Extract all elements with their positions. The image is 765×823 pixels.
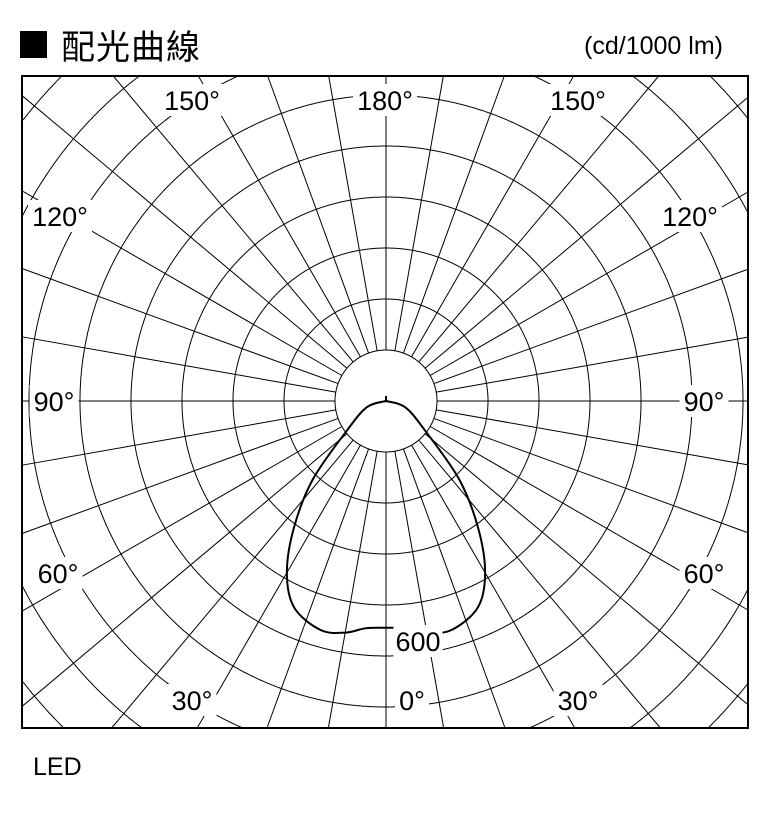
- label-background: [167, 684, 217, 716]
- grid-spoke: [394, 451, 445, 729]
- angle-label-150-right: 150°: [546, 84, 610, 116]
- label-text: 60°: [684, 559, 725, 589]
- grid-spoke: [433, 417, 749, 534]
- grid-spoke: [21, 433, 348, 707]
- polar-grid: [21, 75, 749, 729]
- label-background: [29, 385, 79, 417]
- label-background: [353, 84, 417, 116]
- radial-label-600: 600: [393, 625, 443, 657]
- grid-spoke: [197, 75, 361, 358]
- grid-spoke: [411, 75, 575, 358]
- grid-ring: [22, 76, 749, 728]
- grid-spoke: [394, 75, 444, 351]
- angle-label-30-right: 30°: [553, 684, 603, 716]
- grid-spoke: [21, 409, 336, 466]
- angle-labels: 180° 150° 150° 120° 120° 90° 90° 60° 60° 30° 30° 0°…: [28, 84, 729, 716]
- grid-spoke: [418, 75, 660, 363]
- label-background: [679, 385, 729, 417]
- grid-spoke: [436, 409, 749, 466]
- grid-spoke: [267, 75, 370, 354]
- label-background: [679, 557, 729, 589]
- label-text: 30°: [172, 686, 213, 716]
- grid-spoke: [402, 75, 505, 354]
- grid-spoke: [328, 75, 378, 351]
- label-background: [160, 84, 224, 116]
- angle-label-0-center: 0°: [395, 684, 429, 716]
- label-background: [393, 625, 443, 657]
- angle-label-90-right: 90°: [679, 385, 729, 417]
- grid-spoke: [21, 417, 339, 534]
- grid-spoke: [21, 268, 339, 385]
- label-background: [28, 200, 92, 232]
- grid-ring: [22, 75, 749, 729]
- chart-title: 配光曲線: [20, 20, 201, 69]
- label-text: 120°: [32, 202, 88, 232]
- label-text: 600: [395, 627, 440, 657]
- curve-layer: [285, 396, 487, 635]
- grid-spoke: [111, 439, 354, 729]
- grid-spoke: [327, 451, 378, 729]
- plot-frame: [21, 75, 749, 729]
- grid-spoke: [418, 439, 661, 729]
- label-text: 90°: [34, 387, 75, 417]
- label-text: 0°: [399, 686, 425, 716]
- label-background: [33, 557, 83, 589]
- angle-label-150-left: 150°: [160, 84, 224, 116]
- label-text: 150°: [550, 86, 606, 116]
- grid-spoke: [411, 444, 576, 729]
- label-text: 60°: [38, 559, 79, 589]
- grid-spoke: [266, 448, 370, 729]
- angle-label-60-left: 60°: [33, 557, 83, 589]
- label-text: 150°: [164, 86, 220, 116]
- chart-title-text: 配光曲線: [61, 28, 201, 68]
- label-text: 120°: [662, 202, 718, 232]
- label-text: 90°: [684, 387, 725, 417]
- unit-label: (cd/1000 lm): [584, 32, 723, 60]
- label-background: [658, 200, 722, 232]
- angle-label-90-left: 90°: [29, 385, 79, 417]
- grid-spoke: [436, 336, 749, 393]
- label-background: [553, 684, 603, 716]
- grid-spoke: [424, 96, 749, 369]
- label-text: 30°: [558, 686, 599, 716]
- angle-label-120-left: 120°: [28, 200, 92, 232]
- label-background: [395, 684, 429, 716]
- grid-spoke: [21, 336, 336, 393]
- label-text: 180°: [357, 86, 413, 116]
- square-bullet-icon: [20, 31, 47, 58]
- grid-spoke: [433, 268, 749, 385]
- grid-spoke: [112, 75, 354, 363]
- distribution-curve-led: [285, 400, 487, 635]
- angle-label-120-right: 120°: [658, 200, 722, 232]
- angle-label-60-right: 60°: [679, 557, 729, 589]
- grid-spoke: [424, 433, 749, 706]
- grid-spoke: [21, 95, 348, 369]
- grid-spoke: [402, 448, 506, 729]
- angle-label-30-left: 30°: [167, 684, 217, 716]
- grid-spoke: [196, 444, 361, 729]
- label-background: [546, 84, 610, 116]
- caption-led: LED: [33, 753, 82, 781]
- angle-label-180-center: 180°: [353, 84, 417, 116]
